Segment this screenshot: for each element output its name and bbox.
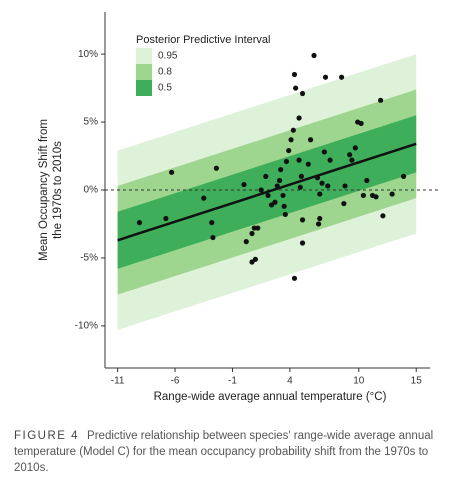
- point: [400, 173, 407, 180]
- legend-swatch: [136, 48, 152, 64]
- y-axis-title: the 1970s to 2010s: [52, 141, 64, 239]
- point: [280, 192, 286, 199]
- x-axis-title: Range-wide average annual temperature (°…: [154, 391, 387, 403]
- point: [293, 85, 299, 91]
- caption: FIGURE 4 Predictive relationship between …: [14, 428, 454, 476]
- point: [201, 195, 207, 201]
- point: [299, 90, 306, 97]
- point: [317, 191, 323, 197]
- point: [241, 181, 247, 188]
- point: [317, 215, 323, 222]
- point: [272, 199, 278, 205]
- point: [322, 74, 329, 80]
- point: [290, 127, 296, 133]
- y-tick-label: 10%: [78, 49, 98, 60]
- point: [286, 147, 292, 154]
- point: [163, 215, 169, 222]
- legend-label: 0.5: [158, 83, 172, 94]
- point: [327, 157, 333, 163]
- y-tick-label: 0%: [84, 185, 99, 196]
- y-tick-label: 5%: [84, 117, 99, 128]
- point: [373, 194, 379, 200]
- point: [325, 183, 331, 189]
- point: [288, 137, 294, 143]
- point: [209, 220, 215, 226]
- point: [258, 187, 264, 193]
- point: [276, 177, 283, 184]
- point: [265, 192, 271, 199]
- point: [299, 240, 306, 246]
- point: [352, 145, 358, 151]
- point: [305, 161, 311, 167]
- point: [349, 157, 355, 163]
- point: [263, 173, 269, 180]
- point: [297, 184, 303, 190]
- point: [136, 220, 143, 226]
- point: [311, 52, 317, 59]
- point: [378, 97, 384, 103]
- y-tick-label: -10%: [75, 321, 98, 332]
- y-tick-label: -5%: [80, 253, 98, 264]
- point: [249, 259, 255, 265]
- point: [364, 177, 370, 184]
- point: [299, 217, 306, 223]
- point: [291, 71, 298, 78]
- legend-swatch: [136, 80, 152, 96]
- point: [255, 225, 261, 231]
- point: [249, 230, 255, 237]
- chart: Range-wide average annual temperature (°…: [38, 12, 438, 403]
- point: [360, 192, 366, 199]
- x-tick-label: 15: [411, 376, 423, 387]
- point: [347, 152, 353, 158]
- point: [281, 203, 287, 209]
- x-tick-label: -6: [171, 376, 180, 387]
- point: [341, 200, 347, 207]
- point: [321, 149, 327, 155]
- x-tick-label: -11: [111, 376, 125, 387]
- point: [282, 211, 288, 218]
- point: [314, 175, 321, 181]
- fit-line: [117, 142, 417, 242]
- point: [169, 169, 175, 175]
- point: [298, 173, 304, 180]
- x-tick-label: -1: [228, 376, 237, 387]
- caption-text: Predictive relationship between species'…: [14, 430, 434, 474]
- point: [307, 137, 314, 143]
- point: [358, 120, 364, 127]
- point: [283, 158, 290, 165]
- point: [342, 183, 348, 189]
- legend-swatch: [136, 64, 152, 80]
- x-tick-label: 4: [287, 376, 293, 387]
- legend-label: 0.95: [158, 51, 178, 62]
- point: [210, 234, 216, 241]
- point: [243, 239, 249, 245]
- point: [278, 167, 284, 173]
- point: [296, 157, 302, 163]
- point: [291, 275, 298, 281]
- point: [338, 74, 345, 80]
- y-axis-title: Mean Occupancy Shift from: [38, 119, 50, 261]
- legend-label: 0.8: [158, 67, 172, 78]
- point: [296, 115, 302, 121]
- point: [389, 191, 395, 197]
- x-tick-label: 10: [353, 376, 365, 387]
- point: [319, 180, 325, 186]
- point: [316, 221, 322, 227]
- point: [274, 183, 280, 189]
- legend-title: Posterior Predictive Interval: [136, 34, 271, 46]
- caption-label: FIGURE 4: [14, 430, 80, 442]
- point: [380, 213, 386, 219]
- point: [213, 165, 219, 171]
